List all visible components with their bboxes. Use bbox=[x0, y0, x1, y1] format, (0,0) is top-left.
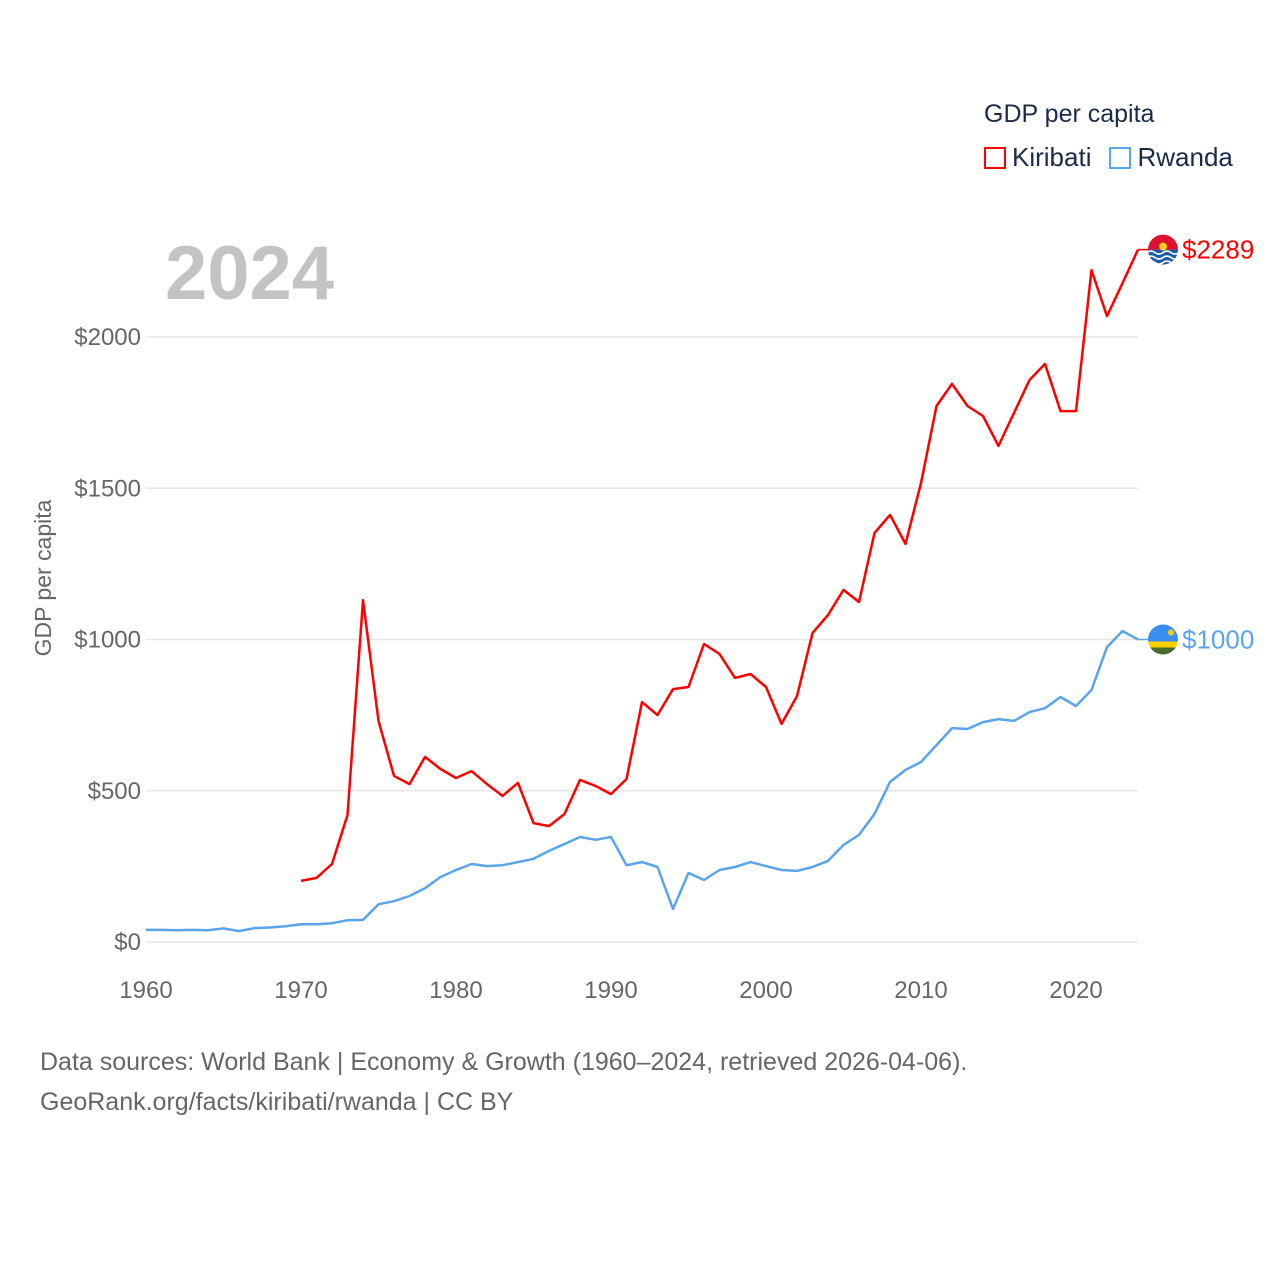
y-tick-label: $2000 bbox=[74, 324, 141, 351]
flag bbox=[1148, 234, 1178, 265]
end-value-label: $2289 bbox=[1182, 235, 1254, 265]
flag-green bbox=[1148, 647, 1178, 655]
legend-label: Rwanda bbox=[1137, 142, 1233, 172]
y-tick-label: $0 bbox=[114, 929, 141, 956]
kiribati-flag-icon bbox=[1148, 234, 1178, 265]
x-tick-label: 1970 bbox=[274, 977, 327, 1004]
y-tick-label: $500 bbox=[88, 778, 141, 805]
attribution-link[interactable]: GeoRank.org/facts/kiribati/rwanda | CC B… bbox=[40, 1088, 514, 1116]
flag-red bbox=[1148, 234, 1178, 250]
series-line-kiribati bbox=[300, 249, 1140, 883]
flag-sun bbox=[1168, 629, 1174, 636]
y-tick-label: $1000 bbox=[74, 627, 141, 654]
end-value-label: $1000 bbox=[1182, 625, 1254, 655]
x-tick-label: 1990 bbox=[584, 977, 637, 1004]
legend-item-kiribati[interactable]: Kiribati bbox=[984, 142, 1091, 173]
legend: Kiribati Rwanda bbox=[984, 142, 1233, 173]
flag bbox=[1148, 624, 1178, 655]
current-year-label: 2024 bbox=[165, 231, 335, 316]
footer: Data sources: World Bank | Economy & Gro… bbox=[40, 1042, 967, 1122]
x-tick-label: 1980 bbox=[429, 977, 482, 1004]
x-tick-label: 1960 bbox=[119, 977, 172, 1004]
x-tick-label: 2010 bbox=[894, 977, 947, 1004]
flag-yellow bbox=[1148, 641, 1178, 648]
flag-sun bbox=[1159, 242, 1167, 251]
rwanda-flag-icon bbox=[1148, 624, 1178, 655]
y-axis-label: GDP per capita bbox=[30, 499, 56, 656]
legend-item-rwanda[interactable]: Rwanda bbox=[1109, 142, 1233, 173]
legend-label: Kiribati bbox=[1012, 142, 1092, 172]
series-line-rwanda bbox=[146, 629, 1139, 933]
flag-blue bbox=[1148, 624, 1178, 642]
data-source-text: Data sources: World Bank | Economy & Gro… bbox=[40, 1048, 968, 1076]
x-tick-label: 2000 bbox=[739, 977, 792, 1004]
legend-swatch-rwanda bbox=[1109, 146, 1132, 169]
x-tick-label: 2020 bbox=[1049, 977, 1102, 1004]
flag-wave bbox=[1148, 255, 1178, 260]
y-tick-label: $1500 bbox=[74, 475, 141, 502]
legend-title: GDP per capita bbox=[984, 100, 1155, 128]
legend-swatch-kiribati bbox=[984, 146, 1006, 169]
flag-wave bbox=[1148, 250, 1178, 255]
